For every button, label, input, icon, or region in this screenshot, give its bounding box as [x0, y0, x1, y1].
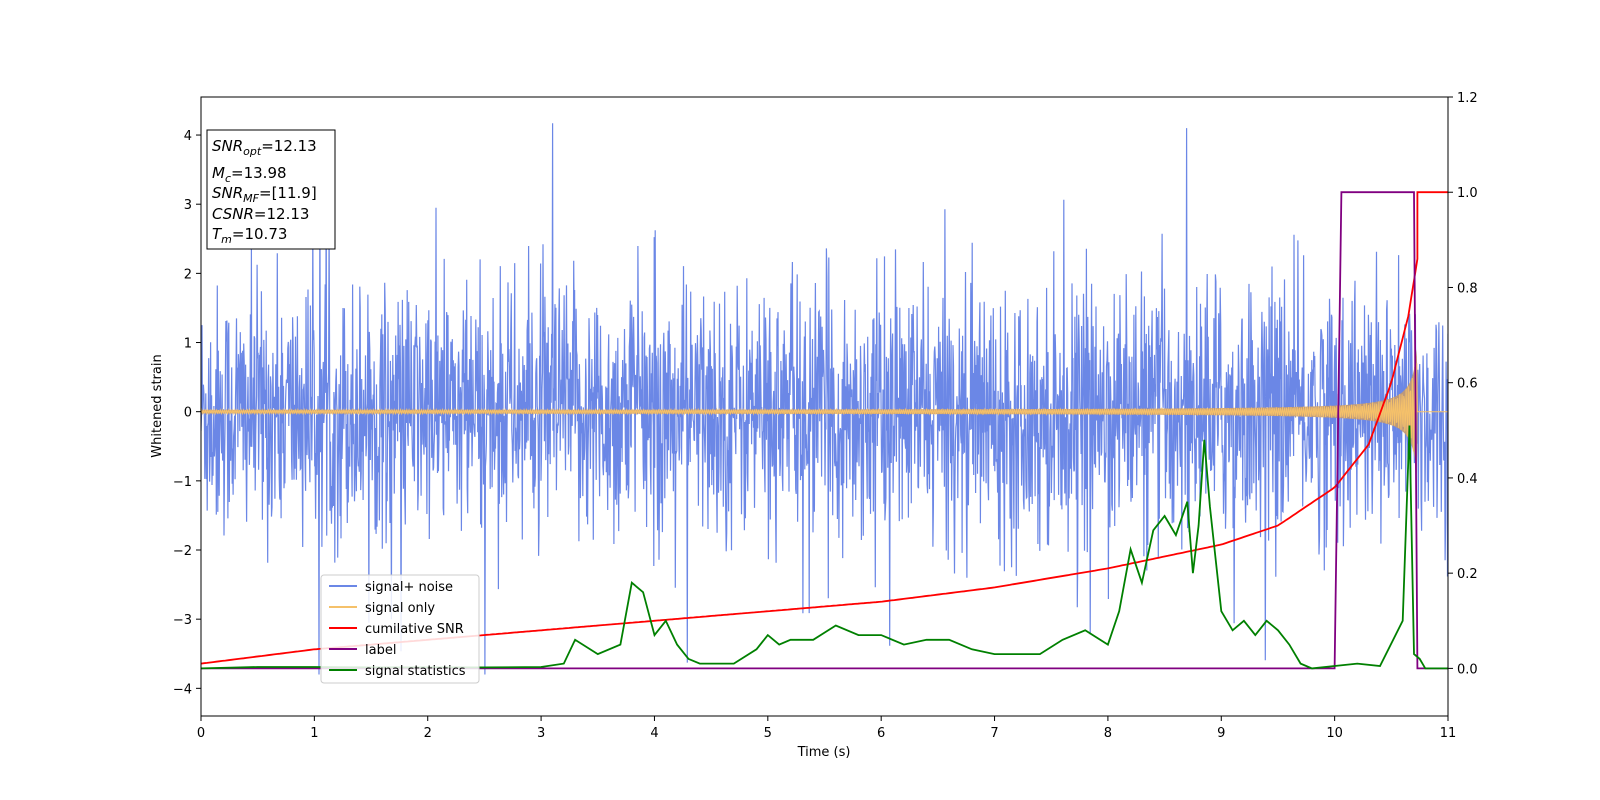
stats-box: SNRopt=12.13 Mc=13.98 SNRMF=[11.9] CSNR=… — [206, 129, 336, 250]
x-tick-label: 4 — [650, 726, 658, 741]
legend: signal+ noise signal only cumilative SNR… — [320, 574, 480, 684]
y-right-tick-label: 0.8 — [1457, 281, 1478, 296]
y-right-tick-label: 1.0 — [1457, 186, 1478, 201]
stats-csnr: CSNR=12.13 — [212, 205, 309, 223]
stats-snr-mf: SNRMF=[11.9] — [212, 184, 317, 205]
y-left-tick-label: 2 — [184, 267, 192, 282]
series-signal-only — [201, 363, 1448, 460]
y-right-tick-label: 0.2 — [1457, 567, 1478, 582]
series-signal-statistics — [201, 425, 1448, 670]
x-tick-label: 5 — [764, 726, 772, 741]
x-tick-label: 1 — [310, 726, 318, 741]
y-left-tick-label: 1 — [184, 337, 192, 352]
x-tick-label: 6 — [877, 726, 885, 741]
stats-snr-opt: SNRopt=12.13 — [212, 137, 317, 158]
y-left-tick-label: −1 — [173, 475, 192, 490]
x-tick-label: 3 — [537, 726, 545, 741]
stats-mc: Mc=13.98 — [212, 164, 287, 185]
legend-label-signal-statistics: signal statistics — [365, 664, 466, 679]
x-tick-label: 10 — [1326, 726, 1343, 741]
stats-tm: Tm=10.73 — [212, 225, 287, 246]
legend-label-signal-only: signal only — [365, 601, 435, 616]
series-label — [201, 191, 1448, 670]
legend-label-cumulative-snr: cumilative SNR — [365, 622, 464, 637]
y-left-tick-label: 4 — [184, 129, 192, 144]
x-tick-label: 9 — [1217, 726, 1225, 741]
y-axis-title: Whitened strain — [150, 354, 165, 457]
y-right-tick-label: 0.6 — [1457, 377, 1478, 392]
y-right-tick-label: 1.2 — [1457, 91, 1478, 106]
y-right-tick-label: 0.0 — [1457, 662, 1478, 677]
series-signal-noise — [201, 123, 1448, 675]
x-axis-title: Time (s) — [797, 745, 851, 760]
y-left-tick-label: 0 — [184, 406, 192, 421]
x-tick-label: 0 — [197, 726, 205, 741]
y-left-tick-label: −3 — [173, 613, 192, 628]
x-tick-label: 7 — [990, 726, 998, 741]
legend-label-label: label — [365, 643, 396, 658]
x-tick-label: 11 — [1440, 726, 1457, 741]
legend-label-signal-noise: signal+ noise — [365, 580, 453, 595]
y-left-tick-label: −4 — [173, 682, 192, 697]
y-left-tick-label: 3 — [184, 198, 192, 213]
y-right-tick-label: 0.4 — [1457, 472, 1478, 487]
axes: 0 1 2 3 4 5 6 7 8 9 10 1143210−1−2−3−41.21.00.80.60… — [173, 91, 1478, 741]
x-tick-label: 8 — [1104, 726, 1112, 741]
plot-frame — [200, 96, 1449, 717]
x-tick-label: 2 — [424, 726, 432, 741]
y-left-tick-label: −2 — [173, 544, 192, 559]
